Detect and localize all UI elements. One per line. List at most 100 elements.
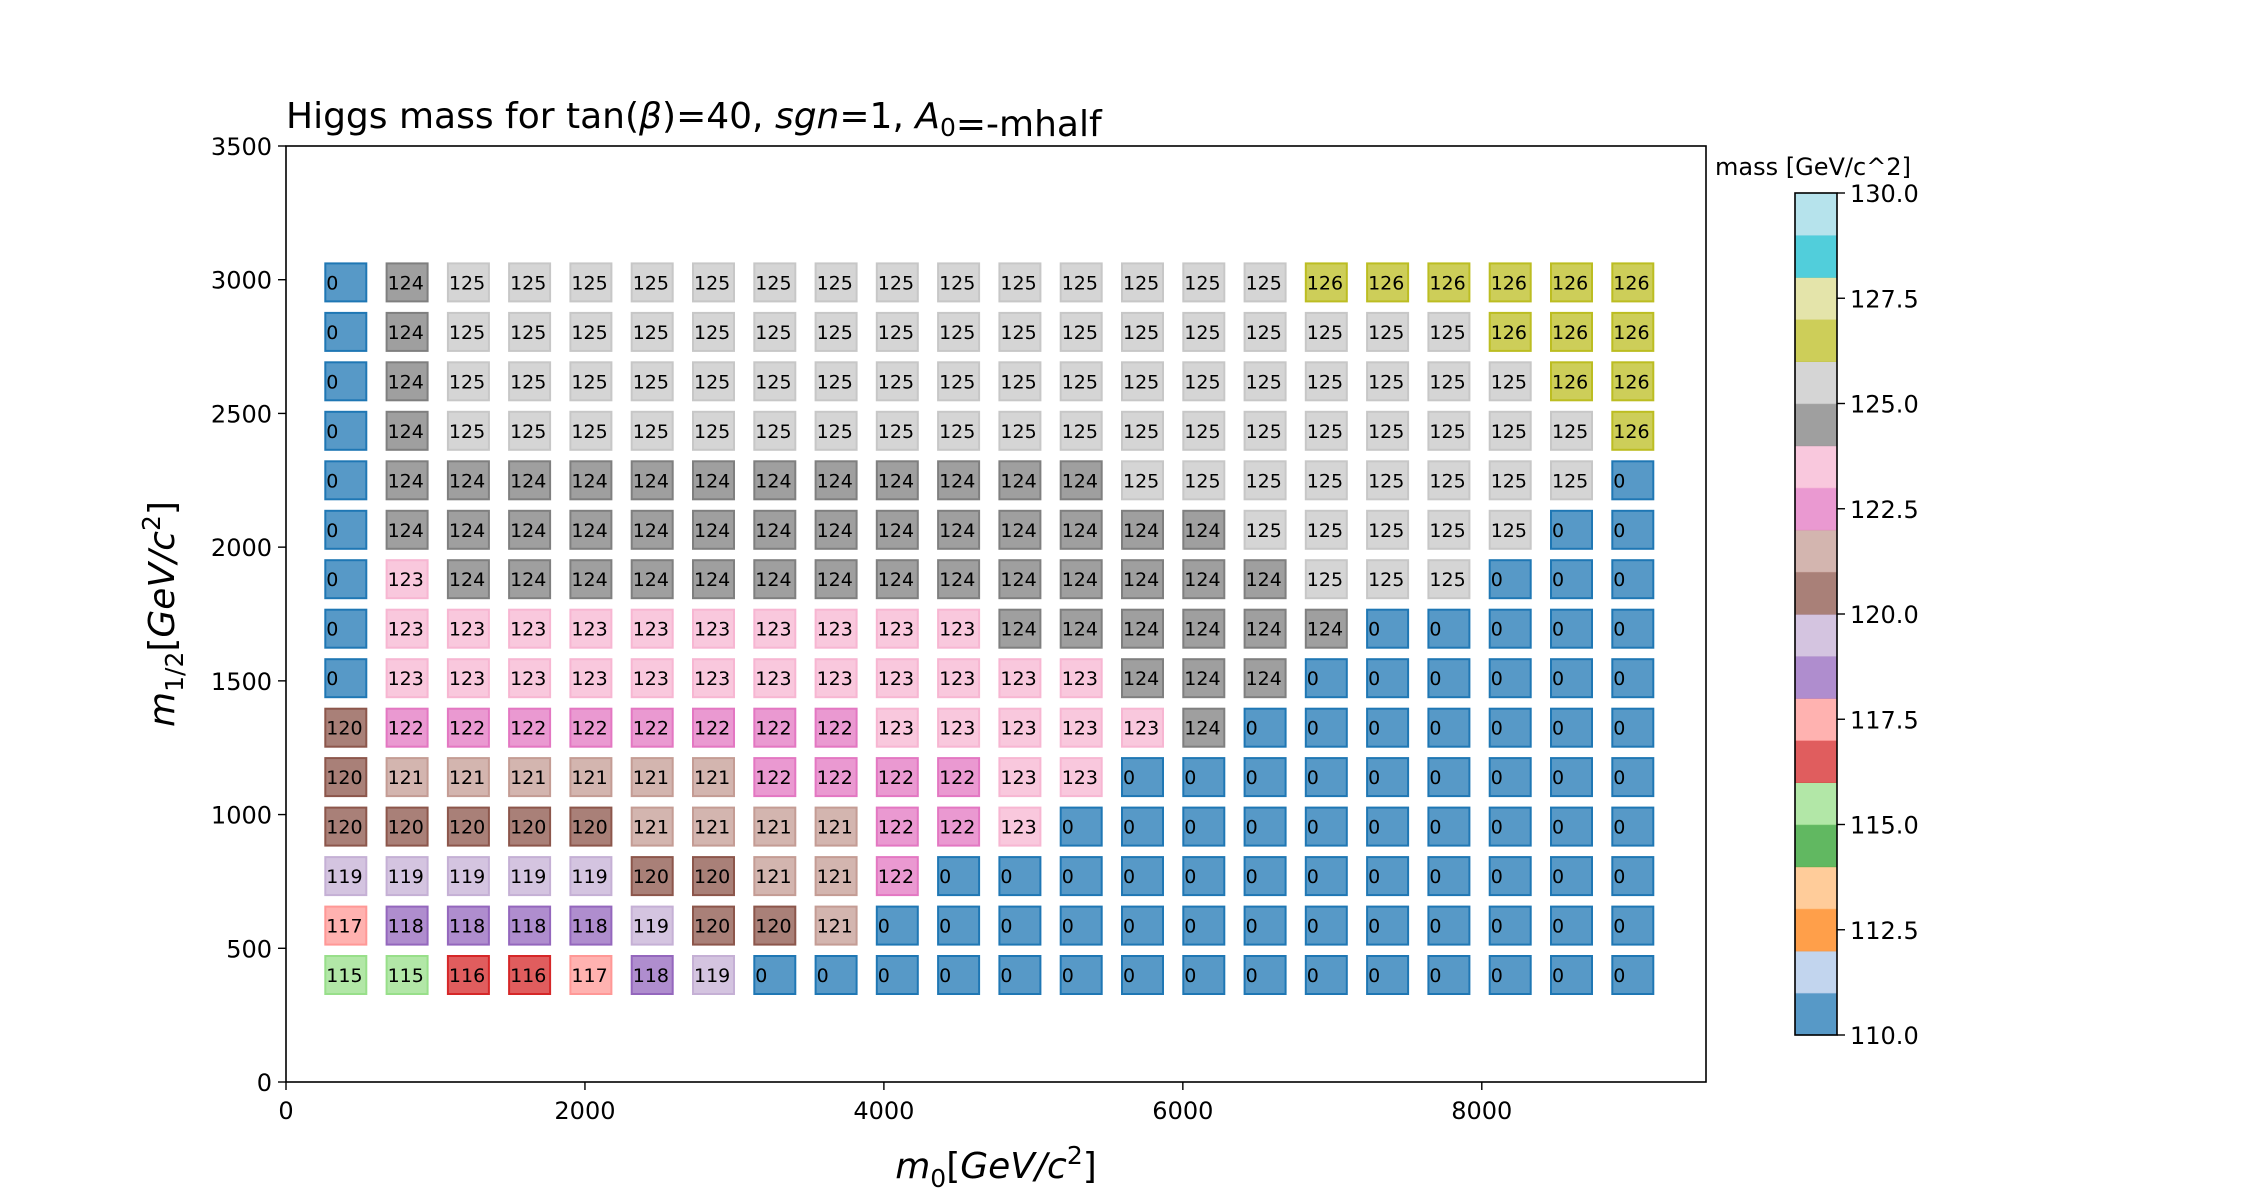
cell-value-label: 124 <box>1307 619 1343 641</box>
colorbar-segment <box>1795 824 1837 868</box>
cell-value-label: 124 <box>449 520 485 542</box>
cell-value-label: 126 <box>1552 272 1588 294</box>
data-cell <box>1611 410 1655 451</box>
data-cell <box>1121 806 1164 847</box>
data-cell <box>569 806 613 847</box>
cell-value-label: 0 <box>939 916 951 938</box>
data-cell <box>385 509 429 550</box>
data-cell <box>1182 311 1226 352</box>
cell-value-label: 0 <box>755 965 767 987</box>
cell-value-label: 125 <box>1246 421 1282 443</box>
data-cell <box>692 262 735 303</box>
data-cell <box>508 311 552 352</box>
data-cell <box>324 757 368 798</box>
data-cell <box>753 311 797 352</box>
data-cell <box>1366 460 1410 501</box>
data-cell <box>998 262 1042 303</box>
data-cell <box>1182 707 1226 748</box>
cell-value-label: 124 <box>449 470 485 492</box>
data-cell <box>1550 905 1593 946</box>
data-cell <box>1243 311 1287 352</box>
cell-value-label: 0 <box>326 520 338 542</box>
data-cell <box>508 608 552 649</box>
cell-value-label: 124 <box>1000 619 1036 641</box>
data-cell <box>1366 311 1410 352</box>
cell-value-label: 124 <box>1123 520 1159 542</box>
data-cell <box>1121 658 1164 699</box>
cell-value-label: 0 <box>326 619 338 641</box>
cell-value-label: 119 <box>571 866 607 888</box>
cell-value-label: 125 <box>1491 470 1527 492</box>
colorbar-segment <box>1795 403 1837 447</box>
cell-value-label: 121 <box>510 767 546 789</box>
cell-value-label: 125 <box>755 371 791 393</box>
cell-value-label: 0 <box>1552 767 1564 789</box>
data-cell <box>630 856 674 897</box>
cell-value-label: 0 <box>1123 817 1135 839</box>
data-cell <box>1243 806 1287 847</box>
data-cell <box>937 856 981 897</box>
data-cell <box>875 311 919 352</box>
data-cell <box>1121 410 1164 451</box>
data-cell <box>1427 608 1471 649</box>
y-tick-label: 2500 <box>211 400 272 428</box>
data-cell <box>692 460 735 501</box>
data-cell <box>1427 311 1471 352</box>
data-cell <box>998 658 1042 699</box>
cell-value-label: 125 <box>939 322 975 344</box>
data-cell <box>753 806 797 847</box>
data-cell <box>446 509 490 550</box>
cell-value-label: 123 <box>1062 767 1098 789</box>
data-cell <box>508 905 552 946</box>
cell-value-label: 115 <box>326 965 362 987</box>
data-cell <box>1121 955 1164 995</box>
cell-value-label: 125 <box>1123 470 1159 492</box>
cell-value-label: 125 <box>571 322 607 344</box>
data-cell <box>1550 757 1593 798</box>
data-cell <box>1488 509 1532 550</box>
data-cell <box>692 806 735 847</box>
cell-value-label: 123 <box>388 619 424 641</box>
data-cell <box>1427 658 1471 699</box>
data-cell <box>508 361 552 402</box>
data-cell <box>1059 608 1103 649</box>
data-cell <box>385 757 429 798</box>
data-cell <box>1243 707 1287 748</box>
cell-value-label: 124 <box>571 520 607 542</box>
data-cell <box>1059 262 1103 303</box>
cell-value-label: 123 <box>1062 718 1098 740</box>
cell-value-label: 125 <box>1184 272 1220 294</box>
cell-value-label: 123 <box>1000 668 1036 690</box>
data-cell <box>324 955 368 995</box>
data-cell <box>1488 658 1532 699</box>
cell-value-label: 0 <box>326 272 338 294</box>
data-cell <box>998 311 1042 352</box>
colorbar-segment <box>1795 361 1837 405</box>
data-cell <box>385 559 429 600</box>
data-cell <box>385 856 429 897</box>
colorbar-tick-label: 110.0 <box>1850 1022 1919 1050</box>
cell-value-label: 0 <box>1613 767 1625 789</box>
cell-value-label: 124 <box>1184 520 1220 542</box>
data-cell <box>998 410 1042 451</box>
cell-value-label: 125 <box>1429 569 1465 591</box>
data-cell <box>753 707 797 748</box>
data-cell <box>1121 262 1164 303</box>
cell-value-label: 124 <box>939 520 975 542</box>
data-cell <box>875 806 919 847</box>
x-tick-label: 2000 <box>554 1097 615 1125</box>
cell-value-label: 124 <box>388 520 424 542</box>
data-cell <box>630 361 674 402</box>
data-cell <box>508 460 552 501</box>
data-cell <box>1366 361 1410 402</box>
cell-value-label: 0 <box>1613 569 1625 591</box>
data-cell <box>753 262 797 303</box>
data-cell <box>1427 509 1471 550</box>
data-cell <box>1121 559 1164 600</box>
plot-area: 115 115 116 116 117 118 119 0 0 0 0 0 0 0 0 0 0 0 0 0 0 0 117 1… <box>324 262 1655 995</box>
cell-value-label: 124 <box>878 520 914 542</box>
cell-value-label: 125 <box>1491 421 1527 443</box>
cell-value-label: 122 <box>510 718 546 740</box>
cell-value-label: 0 <box>1429 817 1441 839</box>
y-axis: 0 500 1000 1500 2000 2500 3000 3500 <box>211 133 286 1097</box>
